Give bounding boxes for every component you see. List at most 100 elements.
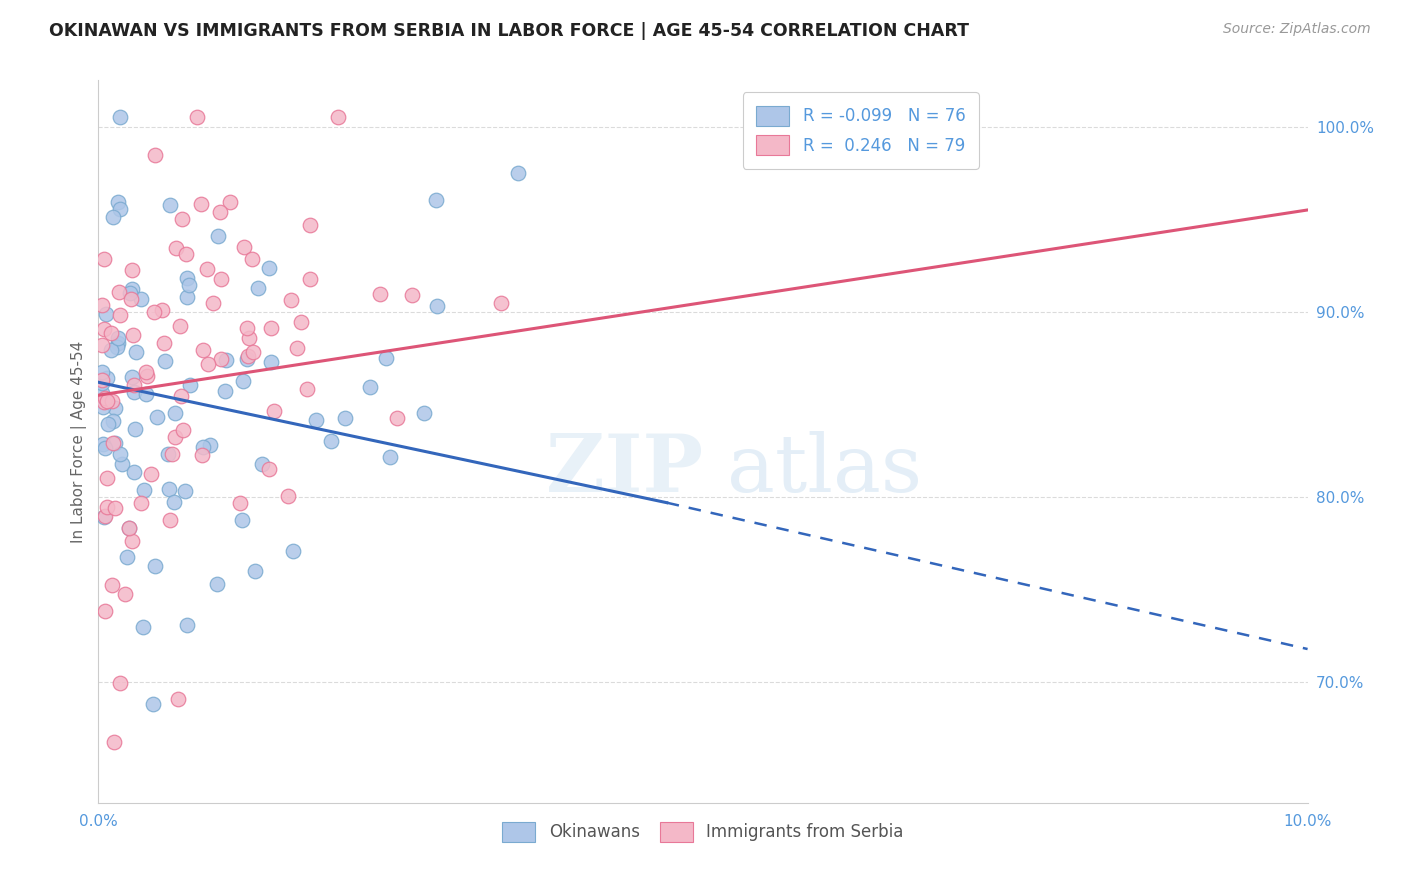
Point	[132, 483, 155, 497]
Point	[176, 270, 198, 285]
Point	[238, 331, 260, 345]
Point	[250, 458, 273, 472]
Point	[229, 496, 252, 510]
Point	[209, 205, 232, 219]
Point	[186, 111, 208, 125]
Point	[105, 339, 128, 353]
Point	[333, 410, 356, 425]
Point	[114, 587, 136, 601]
Point	[489, 296, 512, 310]
Point	[201, 296, 224, 310]
Point	[260, 355, 283, 369]
Point	[159, 482, 181, 496]
Point	[165, 241, 187, 255]
Point	[94, 509, 117, 524]
Point	[108, 202, 131, 217]
Point	[100, 326, 122, 340]
Point	[135, 386, 157, 401]
Point	[125, 345, 148, 359]
Point	[176, 247, 198, 261]
Point	[159, 198, 181, 212]
Point	[104, 500, 127, 515]
Point	[232, 374, 254, 388]
Point	[101, 211, 124, 225]
Text: OKINAWAN VS IMMIGRANTS FROM SERBIA IN LABOR FORCE | AGE 45-54 CORRELATION CHART: OKINAWAN VS IMMIGRANTS FROM SERBIA IN LA…	[49, 22, 969, 40]
Point	[108, 675, 131, 690]
Legend: Okinawans, Immigrants from Serbia: Okinawans, Immigrants from Serbia	[495, 815, 911, 848]
Point	[121, 369, 143, 384]
Point	[101, 578, 124, 592]
Point	[157, 448, 180, 462]
Point	[91, 365, 114, 379]
Point	[190, 448, 212, 462]
Point	[121, 263, 143, 277]
Point	[214, 384, 236, 399]
Point	[378, 450, 401, 464]
Point	[117, 549, 139, 564]
Point	[103, 735, 125, 749]
Point	[118, 520, 141, 534]
Point	[179, 377, 201, 392]
Point	[209, 351, 232, 366]
Point	[305, 413, 328, 427]
Point	[259, 321, 281, 335]
Point	[107, 335, 129, 350]
Point	[401, 288, 423, 302]
Point	[136, 369, 159, 384]
Point	[243, 564, 266, 578]
Point	[91, 298, 114, 312]
Point	[163, 430, 186, 444]
Text: ZIP: ZIP	[546, 432, 703, 509]
Point	[96, 370, 118, 384]
Point	[232, 240, 254, 254]
Point	[101, 394, 124, 409]
Point	[319, 434, 342, 448]
Point	[298, 218, 321, 232]
Point	[131, 620, 153, 634]
Y-axis label: In Labor Force | Age 45-54: In Labor Force | Age 45-54	[72, 341, 87, 542]
Point	[101, 414, 124, 428]
Point	[277, 489, 299, 503]
Point	[219, 194, 242, 209]
Point	[107, 331, 129, 345]
Point	[142, 698, 165, 712]
Point	[295, 382, 318, 396]
Point	[107, 194, 129, 209]
Point	[94, 391, 117, 405]
Point	[122, 385, 145, 400]
Point	[169, 318, 191, 333]
Point	[425, 193, 447, 207]
Point	[375, 351, 398, 365]
Point	[143, 305, 166, 319]
Point	[280, 293, 302, 308]
Point	[100, 343, 122, 357]
Point	[281, 544, 304, 558]
Point	[263, 403, 285, 417]
Point	[426, 299, 449, 313]
Point	[413, 406, 436, 420]
Point	[104, 401, 127, 415]
Point	[207, 229, 229, 244]
Point	[170, 389, 193, 403]
Point	[91, 401, 114, 415]
Point	[97, 417, 120, 432]
Point	[285, 342, 308, 356]
Point	[122, 465, 145, 479]
Point	[91, 338, 114, 352]
Point	[209, 272, 232, 286]
Point	[195, 261, 218, 276]
Point	[108, 285, 131, 299]
Point	[124, 378, 146, 392]
Point	[167, 692, 190, 706]
Point	[93, 252, 115, 267]
Point	[231, 513, 253, 527]
Point	[96, 471, 118, 485]
Point	[159, 514, 181, 528]
Point	[215, 352, 238, 367]
Point	[236, 349, 259, 363]
Point	[96, 394, 118, 409]
Point	[176, 290, 198, 304]
Point	[146, 410, 169, 425]
Point	[129, 496, 152, 510]
Point	[124, 422, 146, 436]
